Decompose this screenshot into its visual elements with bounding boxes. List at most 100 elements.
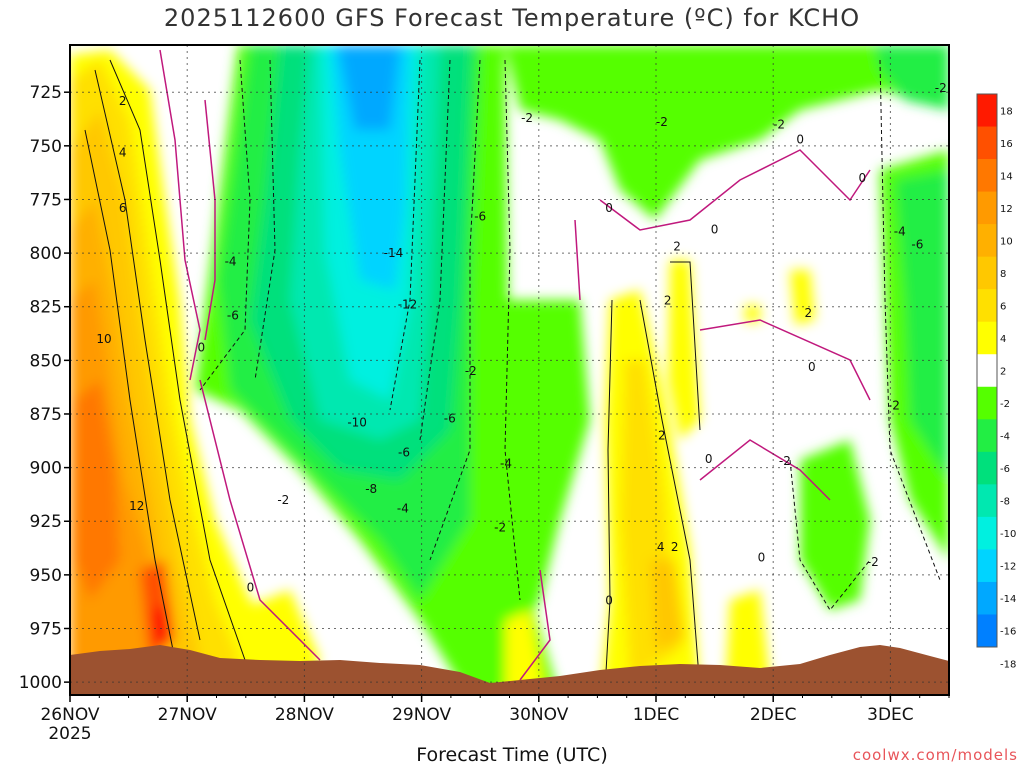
- y-tick-label: 750: [30, 137, 62, 157]
- y-tick-label: 925: [30, 512, 62, 532]
- contour-label: 0: [605, 594, 613, 608]
- contour-label: -2: [277, 493, 289, 507]
- colorbar-tick-label: -18: [1000, 659, 1016, 670]
- x-year-label: 2025: [48, 724, 91, 744]
- colorbar-tick-label: 12: [1000, 204, 1013, 215]
- colorbar-tick-label: -8: [1000, 497, 1010, 508]
- contour-label: 4: [657, 540, 665, 554]
- contour-label: 2: [673, 240, 681, 254]
- x-tick-label: 29NOV: [392, 705, 451, 725]
- contour-label: -4: [894, 225, 906, 239]
- contour-label: -6: [444, 411, 456, 425]
- contour-label: 10: [96, 332, 111, 346]
- colorbar-swatch: [977, 224, 997, 258]
- x-tick-label: 30NOV: [509, 705, 568, 725]
- colorbar-swatch: [977, 451, 997, 485]
- y-tick-label: 775: [30, 190, 62, 210]
- colorbar-tick-label: 6: [1000, 301, 1006, 312]
- contour-label: 4: [119, 145, 127, 159]
- contour-label: 6: [119, 201, 127, 215]
- colorbar-swatch: [977, 614, 997, 648]
- x-tick-label: 27NOV: [158, 705, 217, 725]
- contour-label: 0: [758, 551, 766, 565]
- y-tick-label: 825: [30, 298, 62, 318]
- colorbar-swatch: [977, 484, 997, 518]
- colorbar-swatch: [977, 321, 997, 355]
- contour-label: 0: [705, 452, 713, 466]
- x-tick-label: 28NOV: [275, 705, 334, 725]
- colorbar-tick-label: 2: [1000, 367, 1006, 378]
- colorbar-swatch: [977, 191, 997, 225]
- colorbar-swatch: [977, 549, 997, 583]
- colorbar-swatch: [977, 159, 997, 193]
- negative-contours: [199, 59, 941, 611]
- chart-title: 2025112600 GFS Forecast Temperature (ºC)…: [163, 4, 861, 32]
- colorbar: 18 16 14 12 10 8 6 4 2 -2 -4 -6 -8 -10 -12 -14 -16 -18: [976, 93, 1016, 670]
- contour-label: 0: [711, 222, 719, 236]
- colorbar-tick-label: -4: [1000, 432, 1010, 443]
- contour-label: 0: [796, 132, 804, 146]
- contour-label: -14: [384, 246, 404, 260]
- temperature-field: [70, 45, 949, 695]
- x-tick-label: 2DEC: [750, 705, 797, 725]
- colorbar-frame: [976, 93, 998, 648]
- colorbar-swatch: [977, 289, 997, 323]
- colorbar-tick-label: -12: [1000, 562, 1016, 573]
- colorbar-swatch: [977, 354, 997, 388]
- y-tick-label: 950: [30, 566, 62, 586]
- y-tick-label: 850: [30, 351, 62, 371]
- colorbar-tick-label: -16: [1000, 627, 1016, 638]
- credit-link[interactable]: coolwx.com/models: [852, 746, 1018, 764]
- contour-label: -4: [500, 456, 512, 470]
- colorbar-tick-label: -10: [1000, 529, 1016, 540]
- x-axis: 26NOV 27NOV 28NOV 29NOV 30NOV 1DEC 2DEC 3DEC 202…: [40, 695, 950, 744]
- contour-label: -12: [398, 298, 418, 312]
- contour-label: -4: [397, 501, 409, 515]
- colorbar-swatch: [977, 516, 997, 550]
- contour-label: 2: [805, 306, 813, 320]
- x-axis-label: Forecast Time (UTC): [416, 744, 608, 766]
- y-tick-label: 800: [30, 244, 62, 264]
- contour-label: -6: [398, 446, 410, 460]
- x-tick-label: 26NOV: [40, 705, 99, 725]
- colorbar-tick-label: 10: [1000, 236, 1013, 247]
- contour-label: -6: [227, 308, 239, 322]
- contour-label: -2: [867, 555, 879, 569]
- contour-label: -2: [521, 111, 533, 125]
- contour-label: -6: [911, 238, 923, 252]
- contour-label: -2: [656, 115, 668, 129]
- x-tick-label: 3DEC: [867, 705, 914, 725]
- y-tick-label: 975: [30, 619, 62, 639]
- contour-label: -2: [935, 81, 947, 95]
- colorbar-swatch: [977, 419, 997, 453]
- contour-label: -2: [888, 398, 900, 412]
- contour-label: -2: [465, 364, 477, 378]
- colorbar-swatch: [977, 94, 997, 128]
- contour-label: 0: [858, 171, 866, 185]
- contour-label: -2: [773, 117, 785, 131]
- contour-label: 2: [671, 540, 679, 554]
- contour-label: -2: [779, 454, 791, 468]
- colorbar-swatch: [977, 126, 997, 160]
- y-tick-label: 875: [30, 405, 62, 425]
- contour-label: -8: [365, 482, 377, 496]
- y-tick-label: 1000: [19, 673, 62, 693]
- contour-label: 2: [119, 94, 127, 108]
- y-axis: 725 750 775 800 825 850 875 900 925 950 975 1000: [19, 83, 70, 693]
- colorbar-tick-label: -14: [1000, 594, 1016, 605]
- zero-contours: [159, 49, 871, 681]
- terrain: [70, 645, 949, 695]
- colorbar-tick-label: 4: [1000, 334, 1006, 345]
- contour-label: 0: [808, 360, 816, 374]
- contour-label: -2: [494, 521, 506, 535]
- contour-label: 12: [129, 499, 144, 513]
- colorbar-tick-label: 18: [1000, 106, 1013, 117]
- colorbar-swatch: [977, 581, 997, 615]
- positive-contours: [84, 59, 701, 691]
- colorbar-tick-label: -2: [1000, 399, 1010, 410]
- contour-label: 0: [605, 201, 613, 215]
- y-tick-label: 900: [30, 459, 62, 479]
- colorbar-tick-label: 8: [1000, 269, 1006, 280]
- colorbar-tick-label: 16: [1000, 139, 1013, 150]
